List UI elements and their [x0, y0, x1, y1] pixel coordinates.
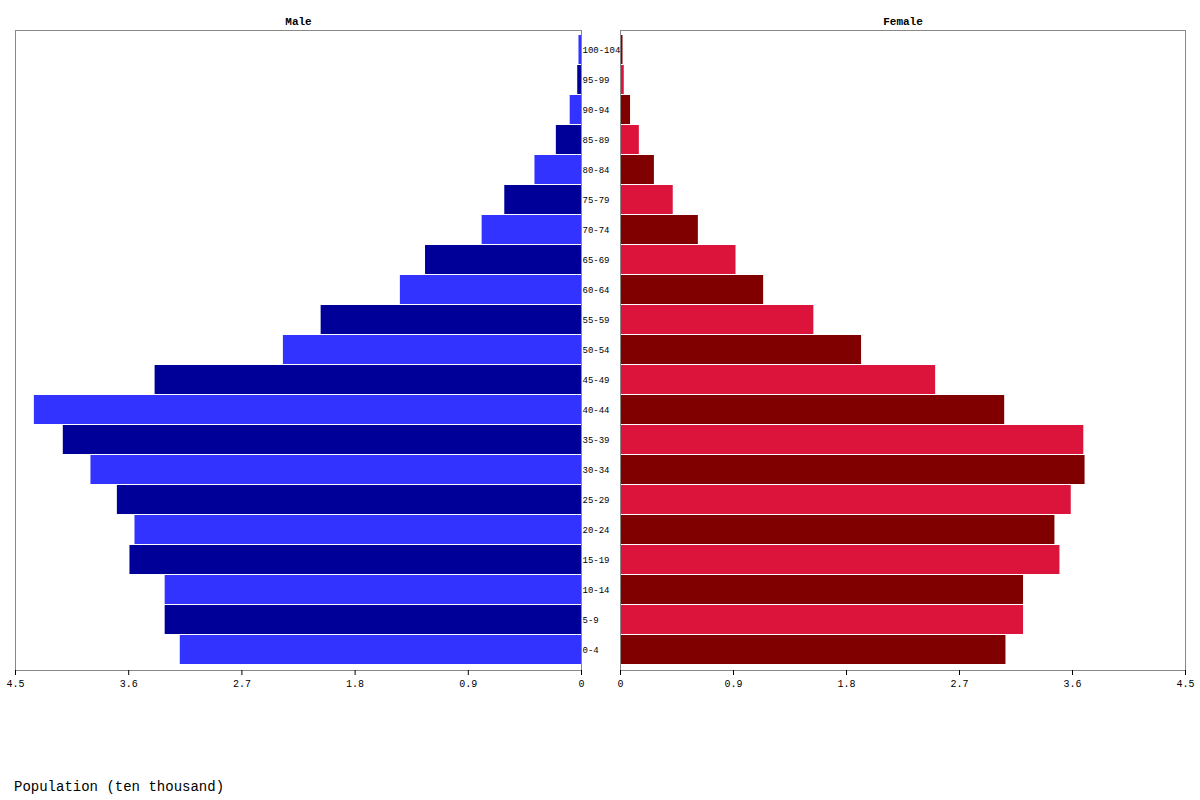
svg-text:4.5: 4.5	[6, 679, 24, 690]
svg-text:2.7: 2.7	[950, 679, 968, 690]
svg-text:60-64: 60-64	[583, 286, 610, 296]
svg-text:55-59: 55-59	[583, 316, 610, 326]
svg-text:30-34: 30-34	[583, 466, 610, 476]
svg-text:50-54: 50-54	[583, 346, 610, 356]
svg-text:0.9: 0.9	[459, 679, 477, 690]
svg-text:80-84: 80-84	[583, 166, 610, 176]
html-text:Population (ten thousand): Population (ten thousand)	[14, 779, 224, 795]
svg-text:100-104: 100-104	[583, 46, 621, 56]
svg-text:0: 0	[578, 679, 584, 690]
svg-text:2.7: 2.7	[233, 679, 251, 690]
svg-text:70-74: 70-74	[583, 226, 610, 236]
svg-text:0.9: 0.9	[724, 679, 742, 690]
svg-text:4.5: 4.5	[1176, 679, 1194, 690]
svg-text:0-4: 0-4	[583, 646, 599, 656]
svg-text:20-24: 20-24	[583, 526, 610, 536]
svg-text:95-99: 95-99	[583, 76, 610, 86]
svg-text:90-94: 90-94	[583, 106, 610, 116]
svg-text:15-19: 15-19	[583, 556, 610, 566]
svg-text:10-14: 10-14	[583, 586, 610, 596]
svg-text:65-69: 65-69	[583, 256, 610, 266]
svg-text:35-39: 35-39	[583, 436, 610, 446]
svg-text:3.6: 3.6	[1063, 679, 1081, 690]
svg-text:75-79: 75-79	[583, 196, 610, 206]
svg-text:Male: Male	[285, 16, 312, 28]
svg-text:85-89: 85-89	[583, 136, 610, 146]
svg-text:25-29: 25-29	[583, 496, 610, 506]
svg-text:5-9: 5-9	[583, 616, 599, 626]
svg-text:45-49: 45-49	[583, 376, 610, 386]
svg-text:40-44: 40-44	[583, 406, 610, 416]
svg-text:3.6: 3.6	[120, 679, 138, 690]
svg-text:1.8: 1.8	[837, 679, 855, 690]
svg-text:1.8: 1.8	[346, 679, 364, 690]
svg-text:0: 0	[617, 679, 623, 690]
svg-text:Female: Female	[883, 16, 923, 28]
